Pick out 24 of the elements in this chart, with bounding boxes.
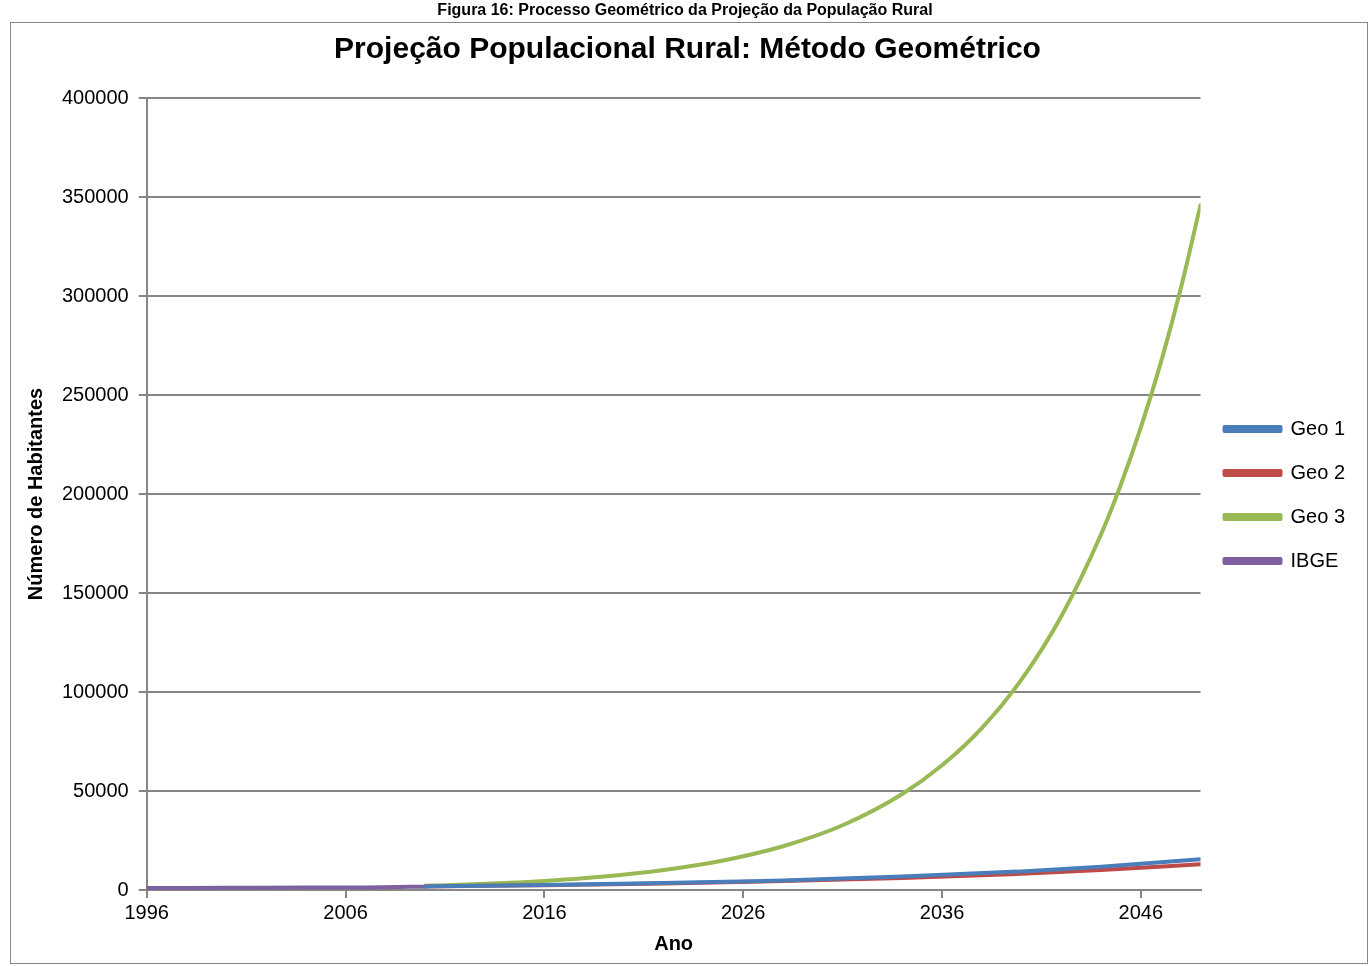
y-tick-label: 300000 [61, 283, 129, 306]
x-axis-title: Ano [654, 931, 694, 954]
y-tick-label: 250000 [61, 382, 129, 405]
x-tick-label: 2006 [323, 900, 368, 923]
chart-title: Projeção Populacional Rural: Método Geométrico [334, 31, 1041, 65]
legend-label: IBGE [1290, 548, 1339, 571]
legend-label: Geo 2 [1290, 460, 1345, 483]
y-tick-label: 150000 [61, 580, 129, 603]
y-tick-label: 50000 [73, 778, 129, 801]
y-tick-label: 0 [117, 877, 129, 900]
x-tick-label: 2036 [919, 900, 965, 923]
x-tick-label: 2026 [720, 900, 766, 923]
line-series [423, 202, 1201, 888]
y-tick-label: 200000 [61, 481, 129, 504]
legend-label: Geo 3 [1290, 504, 1345, 527]
x-tick-label: 1996 [124, 900, 169, 923]
y-tick-label: 400000 [61, 85, 129, 108]
x-tick-label: 2016 [522, 900, 567, 923]
x-tick-label: 2046 [1118, 900, 1164, 923]
y-axis-title: Número de Habitantes [23, 387, 46, 601]
y-tick-label: 100000 [61, 679, 129, 702]
text: Figura 16: Processo Geométrico da Projeção da População Rural [436, 0, 934, 20]
legend-label: Geo 1 [1290, 416, 1345, 439]
y-tick-label: 350000 [61, 184, 129, 207]
